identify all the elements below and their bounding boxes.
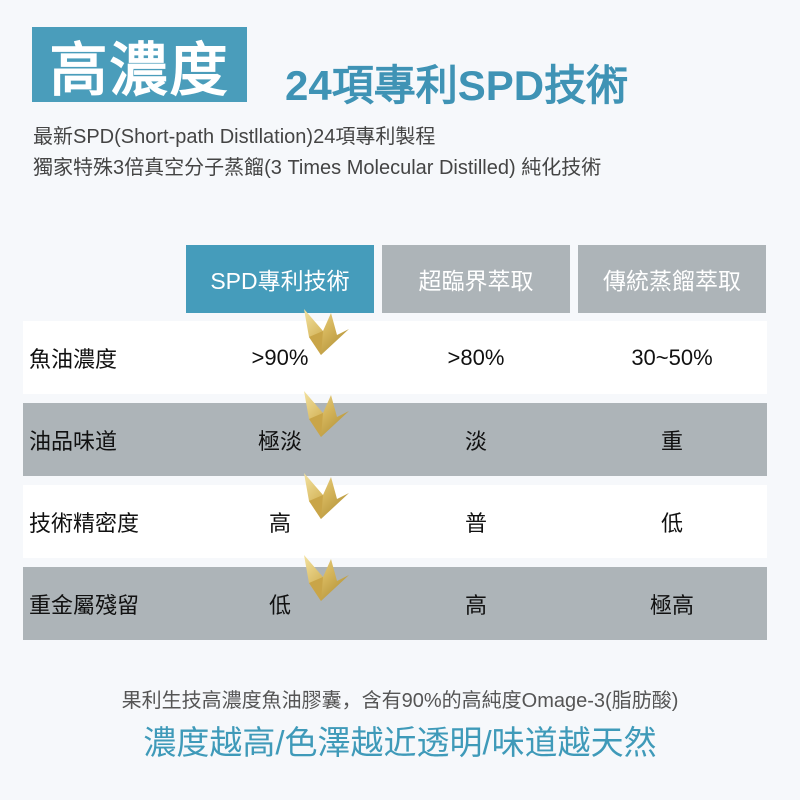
- crown-icon: [301, 309, 351, 357]
- row-value: 高: [268, 510, 291, 536]
- row-value: 低: [268, 592, 291, 618]
- row-value: 高: [464, 592, 487, 618]
- crown-icon: [301, 473, 351, 521]
- footer-slogan: 濃度越高/色澤越近透明/味道越天然: [143, 724, 657, 761]
- row-value: >90%: [251, 344, 309, 370]
- header-supercritical: 超臨界萃取: [382, 245, 570, 313]
- footer-description: 果利生技高濃度魚油膠囊，含有90%的高純度Omage-3(脂肪酸): [121, 690, 679, 712]
- table-row: 魚油濃度 >90% >80% 30~50%: [23, 309, 767, 394]
- row-value: 淡: [464, 428, 487, 454]
- crown-icon: [301, 555, 351, 603]
- row-value: >80%: [447, 344, 505, 370]
- row-value: 極淡: [257, 428, 302, 454]
- subtitle-line-1: 最新SPD(Short-path Distllation)24項專利製程: [33, 126, 436, 148]
- row-value: 極高: [649, 592, 694, 618]
- row-label: 重金屬殘留: [29, 592, 140, 618]
- title-badge: 高濃度: [32, 27, 247, 103]
- row-label: 技術精密度: [29, 510, 140, 536]
- row-value: 重: [660, 428, 683, 454]
- subtitle-line-2: 獨家特殊3倍真空分子蒸餾(3 Times Molecular Distilled…: [33, 157, 602, 179]
- table-row: 技術精密度 高 普 低: [23, 473, 767, 558]
- row-label: 魚油濃度: [29, 346, 118, 372]
- header-traditional: 傳統蒸餾萃取: [578, 245, 766, 313]
- row-value: 30~50%: [631, 344, 713, 370]
- row-value: 低: [660, 510, 683, 536]
- row-label: 油品味道: [29, 428, 118, 454]
- headline: 24項專利SPD技術: [285, 62, 629, 109]
- crown-icon: [301, 391, 351, 439]
- table-row: 重金屬殘留 低 高 極高: [23, 555, 767, 640]
- table-row: 油品味道 極淡 淡 重: [23, 391, 767, 476]
- row-value: 普: [464, 510, 487, 536]
- header-spd: SPD專利技術: [186, 245, 374, 313]
